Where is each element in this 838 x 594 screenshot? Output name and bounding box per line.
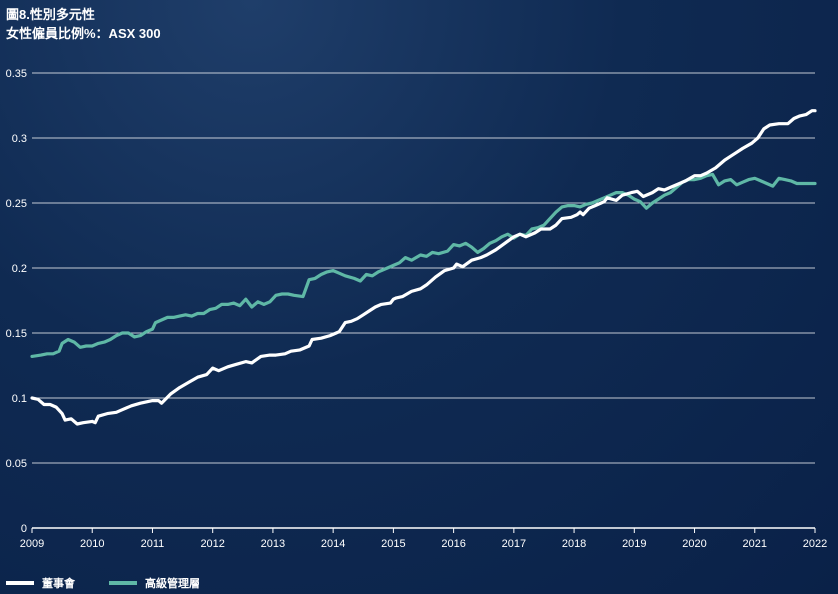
- x-axis: [31, 527, 816, 533]
- x-tick-label: 2011: [141, 538, 165, 550]
- legend-label-senior-management: 高級管理層: [145, 578, 200, 590]
- x-tick-label: 2017: [502, 538, 526, 550]
- y-tick-label: 0.35: [6, 68, 27, 80]
- y-tick-label: 0.25: [6, 198, 27, 210]
- y-axis-tick-labels: 0 0.05 0.1 0.15 0.2 0.25 0.3 0.35: [6, 68, 27, 535]
- x-tick-label: 2022: [803, 538, 827, 550]
- legend-swatch-board: [6, 581, 34, 585]
- y-tick-label: 0.1: [12, 393, 27, 405]
- series-line-board: [30, 109, 817, 426]
- x-tick-label: 2013: [261, 538, 285, 550]
- x-tick-label: 2019: [622, 538, 646, 550]
- series-line-senior-management: [30, 172, 817, 358]
- y-tick-label: 0: [21, 523, 27, 535]
- x-tick-label: 2012: [200, 538, 224, 550]
- chart-subtitle: 女性僱員比例%：ASX 300: [6, 26, 161, 41]
- x-axis-tick-labels: 2009 2010 2011 2012 2013 2014 2015 2016 2017 2018…: [20, 538, 827, 550]
- y-tick-label: 0.3: [12, 133, 27, 145]
- x-tick-label: 2014: [321, 538, 345, 550]
- legend-swatch-senior-management: [109, 581, 137, 585]
- y-tick-label: 0.2: [12, 263, 27, 275]
- x-tick-label: 2010: [80, 538, 104, 550]
- legend-item-senior-management: 高級管理層: [109, 575, 200, 591]
- legend: 董事會 高級管理層: [6, 575, 234, 591]
- grid-lines: [32, 72, 815, 464]
- x-tick-label: 2020: [682, 538, 706, 550]
- y-tick-label: 0.15: [6, 328, 27, 340]
- chart-title: 圖8.性別多元性: [6, 7, 95, 22]
- x-tick-label: 2015: [381, 538, 405, 550]
- series-lines: [30, 109, 817, 426]
- legend-label-board: 董事會: [42, 578, 75, 590]
- x-tick-label: 2009: [20, 538, 44, 550]
- legend-item-board: 董事會: [6, 575, 75, 591]
- x-tick-label: 2021: [743, 538, 767, 550]
- x-tick-label: 2018: [562, 538, 586, 550]
- x-tick-label: 2016: [441, 538, 465, 550]
- y-tick-label: 0.05: [6, 458, 27, 470]
